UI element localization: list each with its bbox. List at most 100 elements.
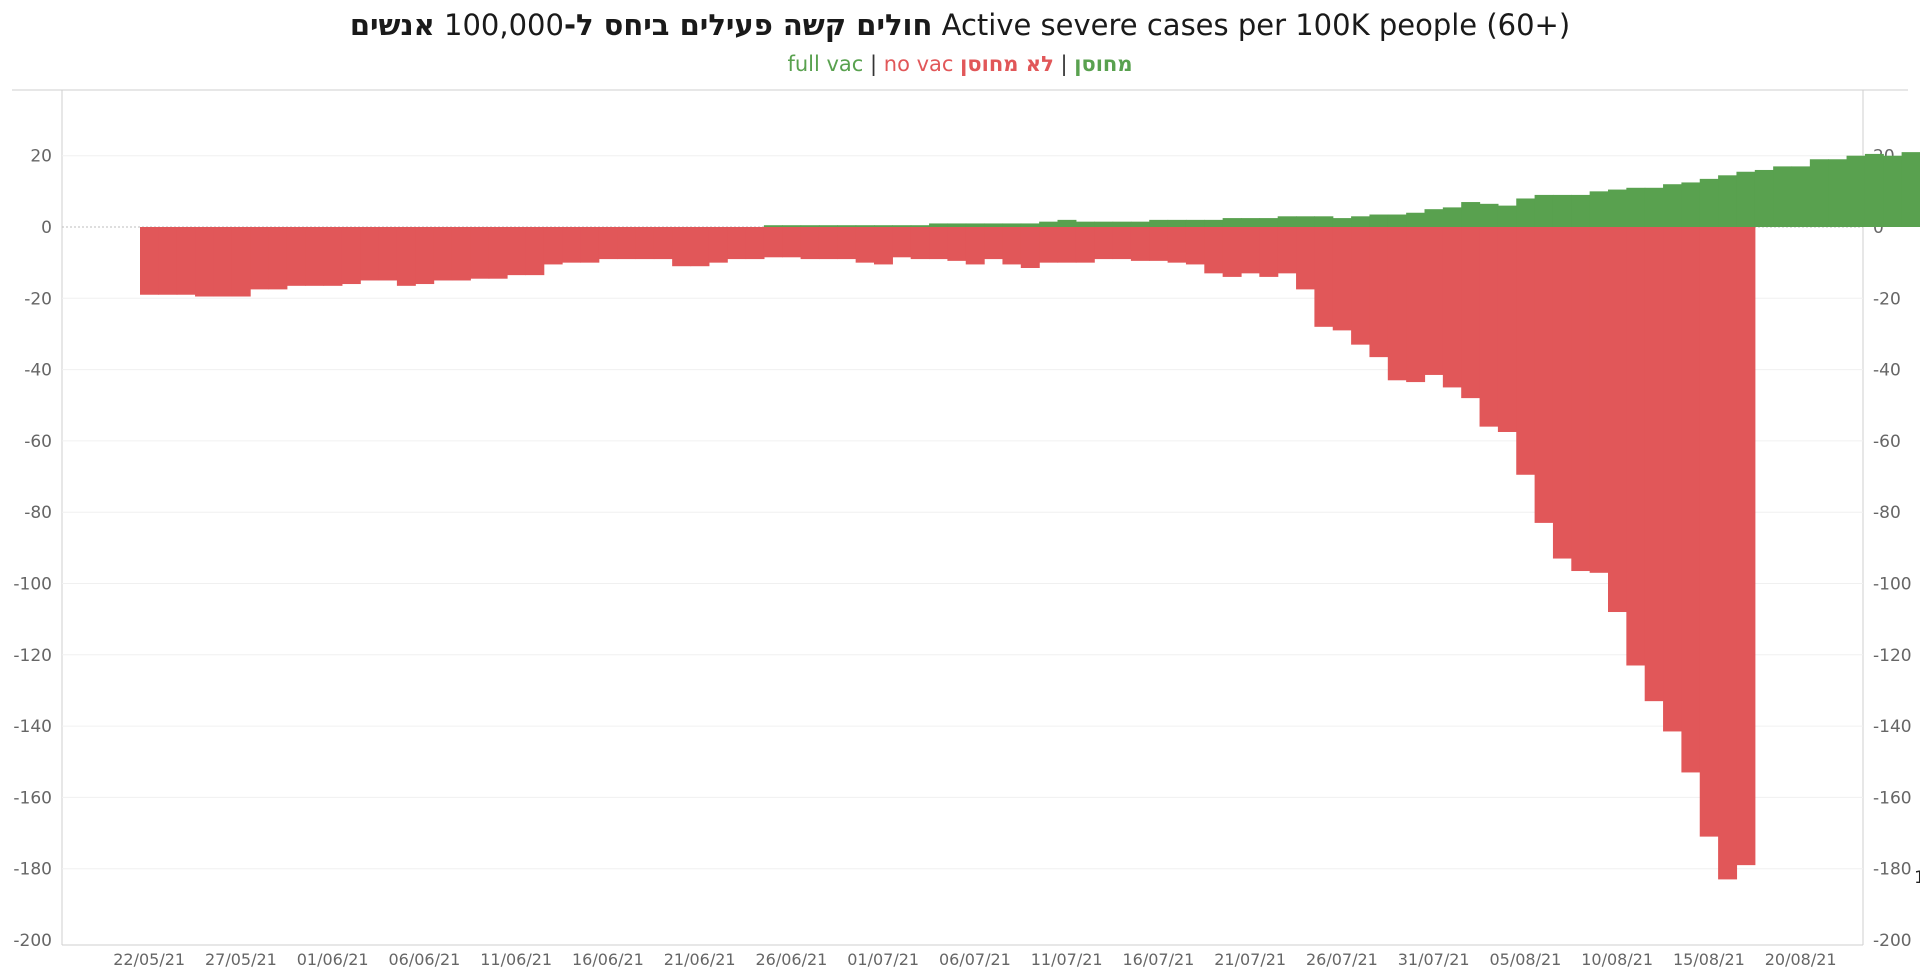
- unvaccinated-bar: [1497, 227, 1517, 432]
- vaccinated-bar: [929, 223, 948, 227]
- legend-novac-en: no vac: [883, 52, 954, 76]
- legend-vac-he: מחוסן: [1074, 52, 1133, 76]
- vaccinated-bar: [800, 225, 820, 227]
- y-tick-label-left: -120: [13, 646, 52, 666]
- unvaccinated-bar: [562, 227, 581, 263]
- unvaccinated-bar: [341, 227, 361, 285]
- vaccinated-bar: [1204, 219, 1224, 227]
- unvaccinated-bar: [231, 227, 251, 297]
- y-tick-label-left: -20: [24, 289, 52, 309]
- unvaccinated-bar: [763, 227, 783, 258]
- vaccinated-bar: [818, 225, 838, 227]
- vaccinated-bar: [1883, 155, 1903, 227]
- unvaccinated-bar: [1442, 227, 1462, 388]
- x-tick-label: 11/07/21: [1031, 950, 1103, 969]
- unvaccinated-bar: [378, 227, 398, 281]
- unvaccinated-bar: [1222, 227, 1242, 277]
- vaccinated-bar: [1424, 209, 1444, 227]
- vaccinated-bar: [837, 225, 857, 227]
- unvaccinated-bar: [1204, 227, 1224, 274]
- y-tick-label-left: -60: [24, 432, 52, 452]
- vaccinated-bar: [1057, 219, 1077, 227]
- unvaccinated-bar: [1461, 227, 1481, 399]
- vaccinated-bar: [782, 225, 802, 227]
- unvaccinated-bar: [488, 227, 508, 279]
- x-tick-label: 15/08/21: [1673, 950, 1745, 969]
- vaccinated-bar: [1828, 159, 1848, 227]
- x-tick-label: 21/06/21: [664, 950, 736, 969]
- unvaccinated-bar: [1424, 227, 1444, 375]
- unvaccinated-bar: [1259, 227, 1279, 277]
- unvaccinated-bar: [525, 227, 545, 276]
- unvaccinated-bar: [305, 227, 325, 286]
- legend-novac-he: לא מחוסן: [960, 52, 1054, 76]
- unvaccinated-bar: [1332, 227, 1352, 331]
- unvaccinated-bar: [1112, 227, 1132, 260]
- vaccinated-bar: [1589, 191, 1609, 227]
- vaccinated-bar: [1754, 169, 1774, 227]
- vaccinated-bar: [1442, 207, 1462, 227]
- y-tick-label-left: 20: [30, 147, 52, 167]
- unvaccinated-bar: [818, 227, 838, 260]
- unvaccinated-bar: [360, 227, 380, 281]
- vaccinated-bar: [1461, 202, 1481, 227]
- unvaccinated-bar: [965, 227, 985, 265]
- vaccinated-bar: [984, 223, 1004, 227]
- unvaccinated-bar: [195, 227, 214, 297]
- x-tick-label: 05/08/21: [1489, 950, 1561, 969]
- unvaccinated-bar: [1479, 227, 1499, 427]
- y-tick-label-right: -180: [1873, 860, 1912, 880]
- vaccinated-bar: [1608, 189, 1627, 227]
- title-english: Active severe cases per 100K people (60+…: [941, 8, 1571, 42]
- x-tick-label: 06/06/21: [388, 950, 460, 969]
- legend-vac-en: full vac: [787, 52, 864, 76]
- unvaccinated-bar: [837, 227, 857, 260]
- x-tick-label: 10/08/21: [1581, 950, 1653, 969]
- unvaccinated-bar: [396, 227, 416, 286]
- unvaccinated-bar: [1406, 227, 1426, 383]
- unvaccinated-bar: [1663, 227, 1682, 732]
- y-tick-label-left: -40: [24, 361, 52, 381]
- vaccinated-bar: [1039, 221, 1059, 227]
- x-tick-label: 11/06/21: [480, 950, 552, 969]
- y-tick-label-right: -60: [1873, 432, 1901, 452]
- y-tick-label-left: -180: [13, 860, 52, 880]
- vaccinated-bar: [947, 223, 967, 227]
- y-tick-label-left: -100: [13, 575, 52, 595]
- y-tick-label-left: -200: [13, 931, 52, 951]
- chart-title: חולים קשה פעילים ביחס ל-100,000 אנשים Ac…: [0, 8, 1920, 42]
- x-tick-label: 01/06/21: [297, 950, 369, 969]
- unvaccinated-bar: [929, 227, 948, 260]
- vaccinated-bar: [892, 225, 912, 227]
- unvaccinated-bar: [1002, 227, 1022, 265]
- title-hebrew-1: חולים קשה פעילים ביחס ל-: [563, 8, 933, 42]
- unvaccinated-bar: [1626, 227, 1646, 666]
- unvaccinated-bar: [1369, 227, 1389, 358]
- vaccinated-bar: [1149, 219, 1169, 227]
- unvaccinated-bar: [1516, 227, 1536, 475]
- x-tick-label: 31/07/21: [1398, 950, 1470, 969]
- data-label-unvaccinated: 179: [1914, 868, 1920, 888]
- vaccinated-bar: [1369, 214, 1389, 227]
- y-tick-label-right: -80: [1873, 503, 1901, 523]
- vaccinated-bar: [1277, 216, 1297, 227]
- x-tick-label: 27/05/21: [205, 950, 277, 969]
- unvaccinated-bar: [690, 227, 710, 267]
- y-tick-label-right: -200: [1873, 931, 1912, 951]
- vaccinated-bar: [1516, 198, 1536, 227]
- vaccinated-bar: [1681, 182, 1701, 227]
- title-hebrew-2: אנשים: [349, 8, 435, 42]
- vaccinated-bar: [874, 225, 893, 227]
- unvaccinated-bar: [598, 227, 618, 260]
- vaccinated-bar: [1699, 178, 1719, 227]
- vaccinated-bar: [1534, 194, 1554, 227]
- unvaccinated-bar: [1644, 227, 1664, 702]
- x-tick-label: 26/06/21: [755, 950, 827, 969]
- unvaccinated-bar: [176, 227, 196, 295]
- y-tick-label-left: -80: [24, 503, 52, 523]
- unvaccinated-bar: [653, 227, 673, 260]
- unvaccinated-bar: [415, 227, 435, 285]
- vaccinated-bar: [1864, 153, 1884, 227]
- vaccinated-bar: [1736, 171, 1756, 227]
- unvaccinated-bar: [1296, 227, 1315, 290]
